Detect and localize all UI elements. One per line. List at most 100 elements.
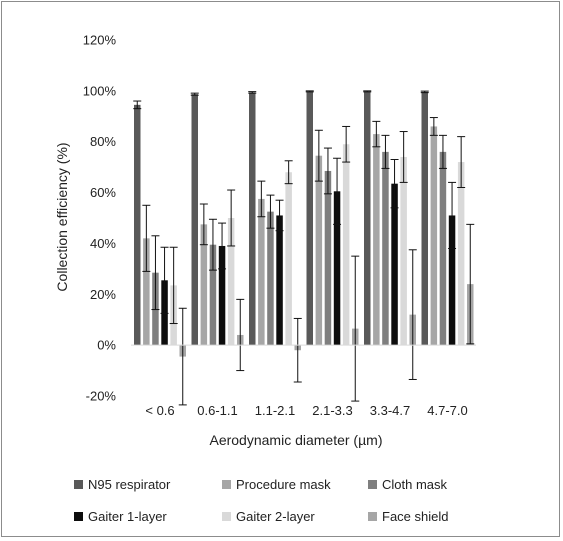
error-bar [266, 194, 275, 229]
legend-label: N95 respirator [88, 477, 171, 492]
y-tick-label: 100% [83, 83, 117, 98]
x-axis-title: Aerodynamic diameter (µm) [209, 432, 382, 448]
error-bar [160, 246, 169, 314]
bar [258, 198, 265, 346]
bar [200, 224, 208, 346]
bar [364, 91, 371, 346]
error-bar [275, 199, 284, 232]
bar [457, 162, 465, 346]
legend-swatch [74, 512, 83, 521]
bar [306, 91, 313, 346]
error-bar [438, 134, 447, 169]
error-bar [151, 235, 160, 311]
bar [227, 218, 235, 346]
legend-item: Gaiter 2-layer [222, 509, 315, 524]
error-bar [248, 91, 257, 94]
error-bar [199, 203, 208, 246]
x-tick-label: 4.7-7.0 [427, 403, 467, 418]
y-tick-label: 80% [90, 134, 116, 149]
error-bar [314, 129, 323, 182]
error-bar [342, 125, 351, 163]
bar [276, 215, 283, 346]
bar [448, 215, 456, 346]
legend-label: Gaiter 2-layer [236, 509, 315, 524]
bar [333, 191, 341, 346]
bar [218, 245, 226, 346]
error-bar [390, 159, 399, 209]
error-bar [399, 131, 408, 183]
bar [134, 104, 141, 346]
y-tick-label: 120% [83, 33, 117, 48]
legend-label: Face shield [382, 509, 448, 524]
error-bar [257, 180, 266, 218]
error-bar [227, 189, 236, 247]
bar [382, 151, 389, 346]
error-bar [351, 255, 360, 402]
x-tick-label: < 0.6 [145, 403, 174, 418]
bar [143, 238, 150, 346]
bar [249, 92, 256, 346]
bar [373, 134, 380, 346]
error-bar [208, 218, 217, 271]
error-bar [218, 222, 227, 270]
bar [267, 211, 274, 346]
bar [324, 170, 332, 346]
error-bar [363, 90, 372, 93]
bar [191, 94, 198, 346]
legend-item: Face shield [368, 509, 448, 524]
error-bar [429, 117, 438, 136]
y-axis: -20% 0% 20% 40% 60% 80% 100% 120% [83, 33, 117, 404]
error-bar [372, 120, 381, 148]
bar [439, 151, 447, 346]
legend-item: Gaiter 1-layer [74, 509, 167, 524]
legend-label: Procedure mask [236, 477, 331, 492]
error-bar [333, 157, 342, 225]
legend-label: Cloth mask [382, 477, 448, 492]
legend-item: Cloth mask [368, 477, 448, 492]
bar [209, 244, 217, 346]
legend-label: Gaiter 1-layer [88, 509, 167, 524]
bar [400, 156, 407, 346]
error-bar [323, 147, 332, 195]
y-tick-label: 40% [90, 236, 116, 251]
legend-item: N95 respirator [74, 477, 171, 492]
plot-area [133, 90, 475, 406]
error-bar [448, 181, 457, 250]
error-bar [133, 100, 142, 110]
x-tick-label: 3.3-4.7 [370, 403, 410, 418]
x-tick-label: 0.6-1.1 [197, 403, 237, 418]
legend-item: Procedure mask [222, 477, 331, 492]
error-bar [457, 136, 466, 188]
legend-swatch [368, 512, 377, 521]
error-bar [169, 246, 178, 325]
legend-swatch [222, 480, 231, 489]
legend-swatch [222, 512, 231, 521]
bar [315, 155, 323, 346]
y-axis-title: Collection efficiency (%) [54, 142, 70, 291]
error-bar [142, 204, 151, 272]
error-bar [381, 134, 390, 169]
error-bar [466, 223, 475, 345]
x-tick-label: 1.1-2.1 [255, 403, 295, 418]
error-bar [293, 317, 302, 383]
y-tick-label: 20% [90, 287, 116, 302]
y-tick-label: -20% [86, 389, 117, 404]
y-tick-label: 60% [90, 185, 116, 200]
bar-chart: -20% 0% 20% 40% 60% 80% 100% 120% < 0.6 0.6-1.1 1… [54, 33, 476, 524]
error-bar [190, 92, 199, 96]
legend: N95 respirator Procedure mask Cloth mask Ga… [74, 477, 448, 524]
bar [391, 183, 398, 346]
error-bar [178, 307, 187, 406]
error-bar [236, 298, 245, 372]
legend-swatch [74, 480, 83, 489]
x-axis: < 0.6 0.6-1.1 1.1-2.1 2.1-3.3 3.3-4.7 4.7-7.0 [131, 344, 476, 418]
error-bar [305, 90, 314, 93]
bar [285, 172, 292, 346]
bar [421, 91, 428, 346]
error-bar [408, 249, 417, 380]
bar [430, 126, 438, 346]
bar [342, 144, 350, 346]
y-tick-label: 0% [97, 338, 116, 353]
error-bar [284, 160, 293, 185]
